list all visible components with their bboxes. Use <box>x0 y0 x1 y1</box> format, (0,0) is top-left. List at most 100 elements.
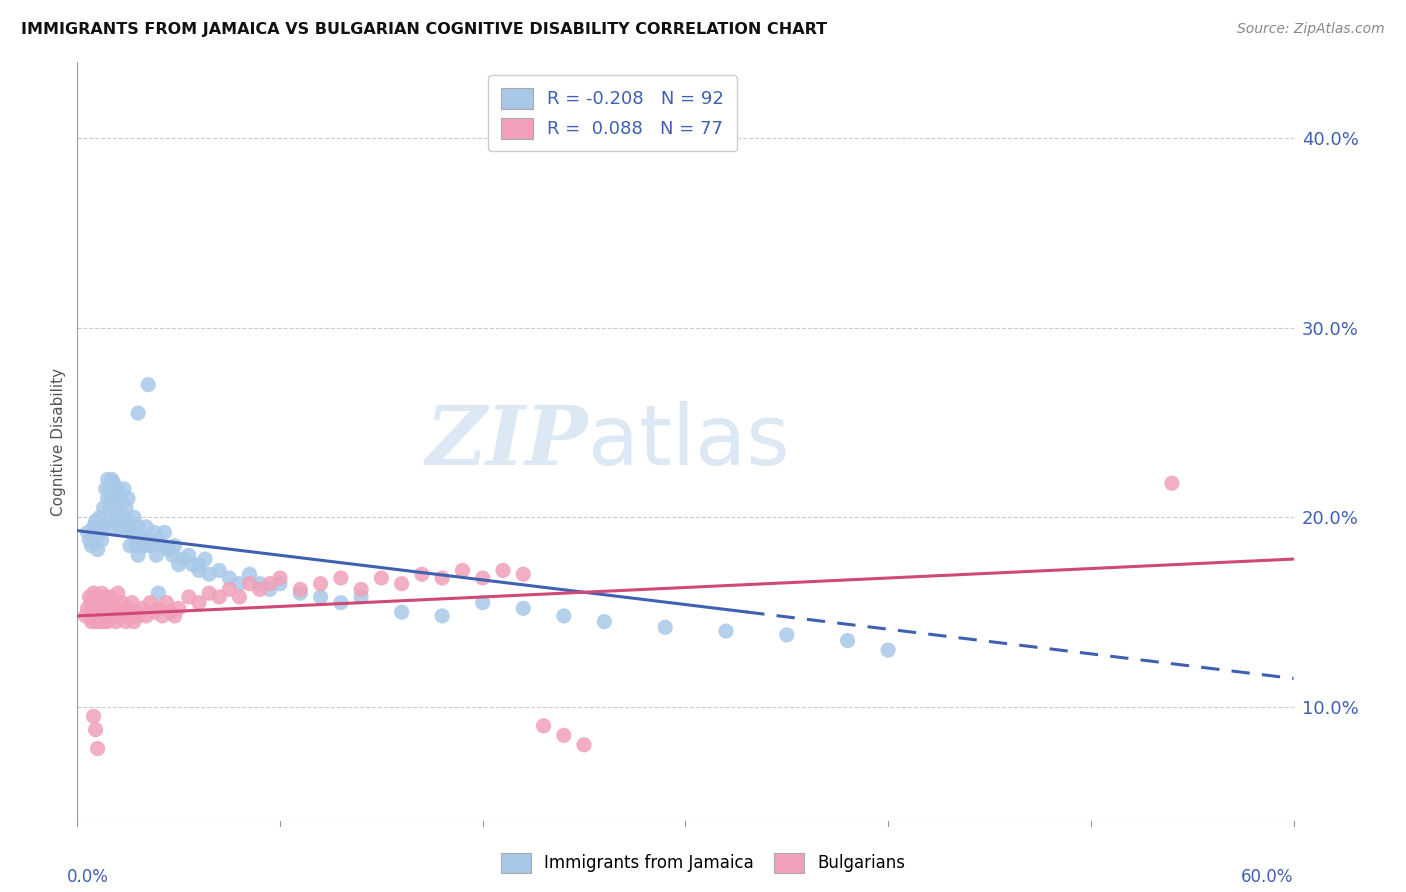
Point <box>83 586 105 600</box>
Point <box>194 552 217 566</box>
Point <box>117 514 139 528</box>
Point <box>135 520 157 534</box>
Text: atlas: atlas <box>588 401 790 482</box>
Point <box>163 609 186 624</box>
Point <box>139 539 162 553</box>
Point <box>121 596 143 610</box>
Point <box>84 615 107 629</box>
Point <box>198 567 221 582</box>
Point <box>98 482 121 496</box>
Point <box>80 615 103 629</box>
Point <box>89 510 111 524</box>
Point <box>93 520 115 534</box>
Point <box>101 473 124 487</box>
Legend: R = -0.208   N = 92, R =  0.088   N = 77: R = -0.208 N = 92, R = 0.088 N = 77 <box>488 75 737 152</box>
Point <box>121 525 143 540</box>
Point <box>198 586 221 600</box>
Point <box>471 596 494 610</box>
Point <box>290 586 312 600</box>
Point <box>153 525 176 540</box>
Point <box>152 609 174 624</box>
Point <box>83 520 105 534</box>
Point <box>177 548 200 563</box>
Point <box>115 520 138 534</box>
Point <box>80 539 103 553</box>
Point <box>309 590 332 604</box>
Point <box>117 491 139 506</box>
Text: ZIP: ZIP <box>426 401 588 482</box>
Point <box>877 643 900 657</box>
Point <box>131 601 153 615</box>
Point <box>127 406 149 420</box>
Point <box>98 609 121 624</box>
Point <box>370 571 392 585</box>
Point <box>89 596 111 610</box>
Point <box>259 582 281 597</box>
Point <box>152 539 174 553</box>
Point <box>117 601 139 615</box>
Text: Source: ZipAtlas.com: Source: ZipAtlas.com <box>1237 22 1385 37</box>
Point <box>89 615 111 629</box>
Point <box>101 605 124 619</box>
Point <box>188 558 211 572</box>
Point <box>218 582 240 597</box>
Point <box>553 728 575 742</box>
Point <box>94 609 117 624</box>
Point <box>127 520 149 534</box>
Point <box>654 620 676 634</box>
Point <box>93 500 115 515</box>
Point <box>111 495 134 509</box>
Point <box>136 533 159 548</box>
Point <box>86 529 108 543</box>
Point <box>512 601 534 615</box>
Point <box>80 596 103 610</box>
Point <box>107 482 129 496</box>
Point <box>430 571 453 585</box>
Point <box>115 500 138 515</box>
Point <box>572 738 595 752</box>
Point <box>122 615 145 629</box>
Point <box>148 601 170 615</box>
Point <box>167 601 190 615</box>
Point <box>512 567 534 582</box>
Point <box>290 582 312 597</box>
Point <box>350 590 373 604</box>
Point <box>111 596 134 610</box>
Point <box>145 548 167 563</box>
Y-axis label: Cognitive Disability: Cognitive Disability <box>51 368 66 516</box>
Point <box>93 615 115 629</box>
Legend: Immigrants from Jamaica, Bulgarians: Immigrants from Jamaica, Bulgarians <box>494 847 912 880</box>
Point <box>103 520 125 534</box>
Point <box>118 609 141 624</box>
Point <box>94 514 117 528</box>
Point <box>188 596 211 610</box>
Point <box>136 377 159 392</box>
Point <box>86 590 108 604</box>
Point <box>118 539 141 553</box>
Point <box>159 605 181 619</box>
Point <box>94 482 117 496</box>
Point <box>103 476 125 491</box>
Point <box>188 564 211 578</box>
Point <box>108 520 131 534</box>
Point <box>112 482 135 496</box>
Point <box>86 542 108 557</box>
Point <box>134 539 156 553</box>
Point <box>90 609 112 624</box>
Point <box>84 723 107 737</box>
Point <box>177 590 200 604</box>
Point <box>97 491 120 506</box>
Point <box>1161 476 1184 491</box>
Point <box>111 514 134 528</box>
Point <box>76 601 98 615</box>
Point <box>97 601 120 615</box>
Point <box>84 601 107 615</box>
Point <box>107 605 129 619</box>
Text: IMMIGRANTS FROM JAMAICA VS BULGARIAN COGNITIVE DISABILITY CORRELATION CHART: IMMIGRANTS FROM JAMAICA VS BULGARIAN COG… <box>21 22 827 37</box>
Point <box>411 567 433 582</box>
Point <box>553 609 575 624</box>
Point <box>167 558 190 572</box>
Point <box>269 571 291 585</box>
Point <box>492 564 515 578</box>
Point <box>104 510 127 524</box>
